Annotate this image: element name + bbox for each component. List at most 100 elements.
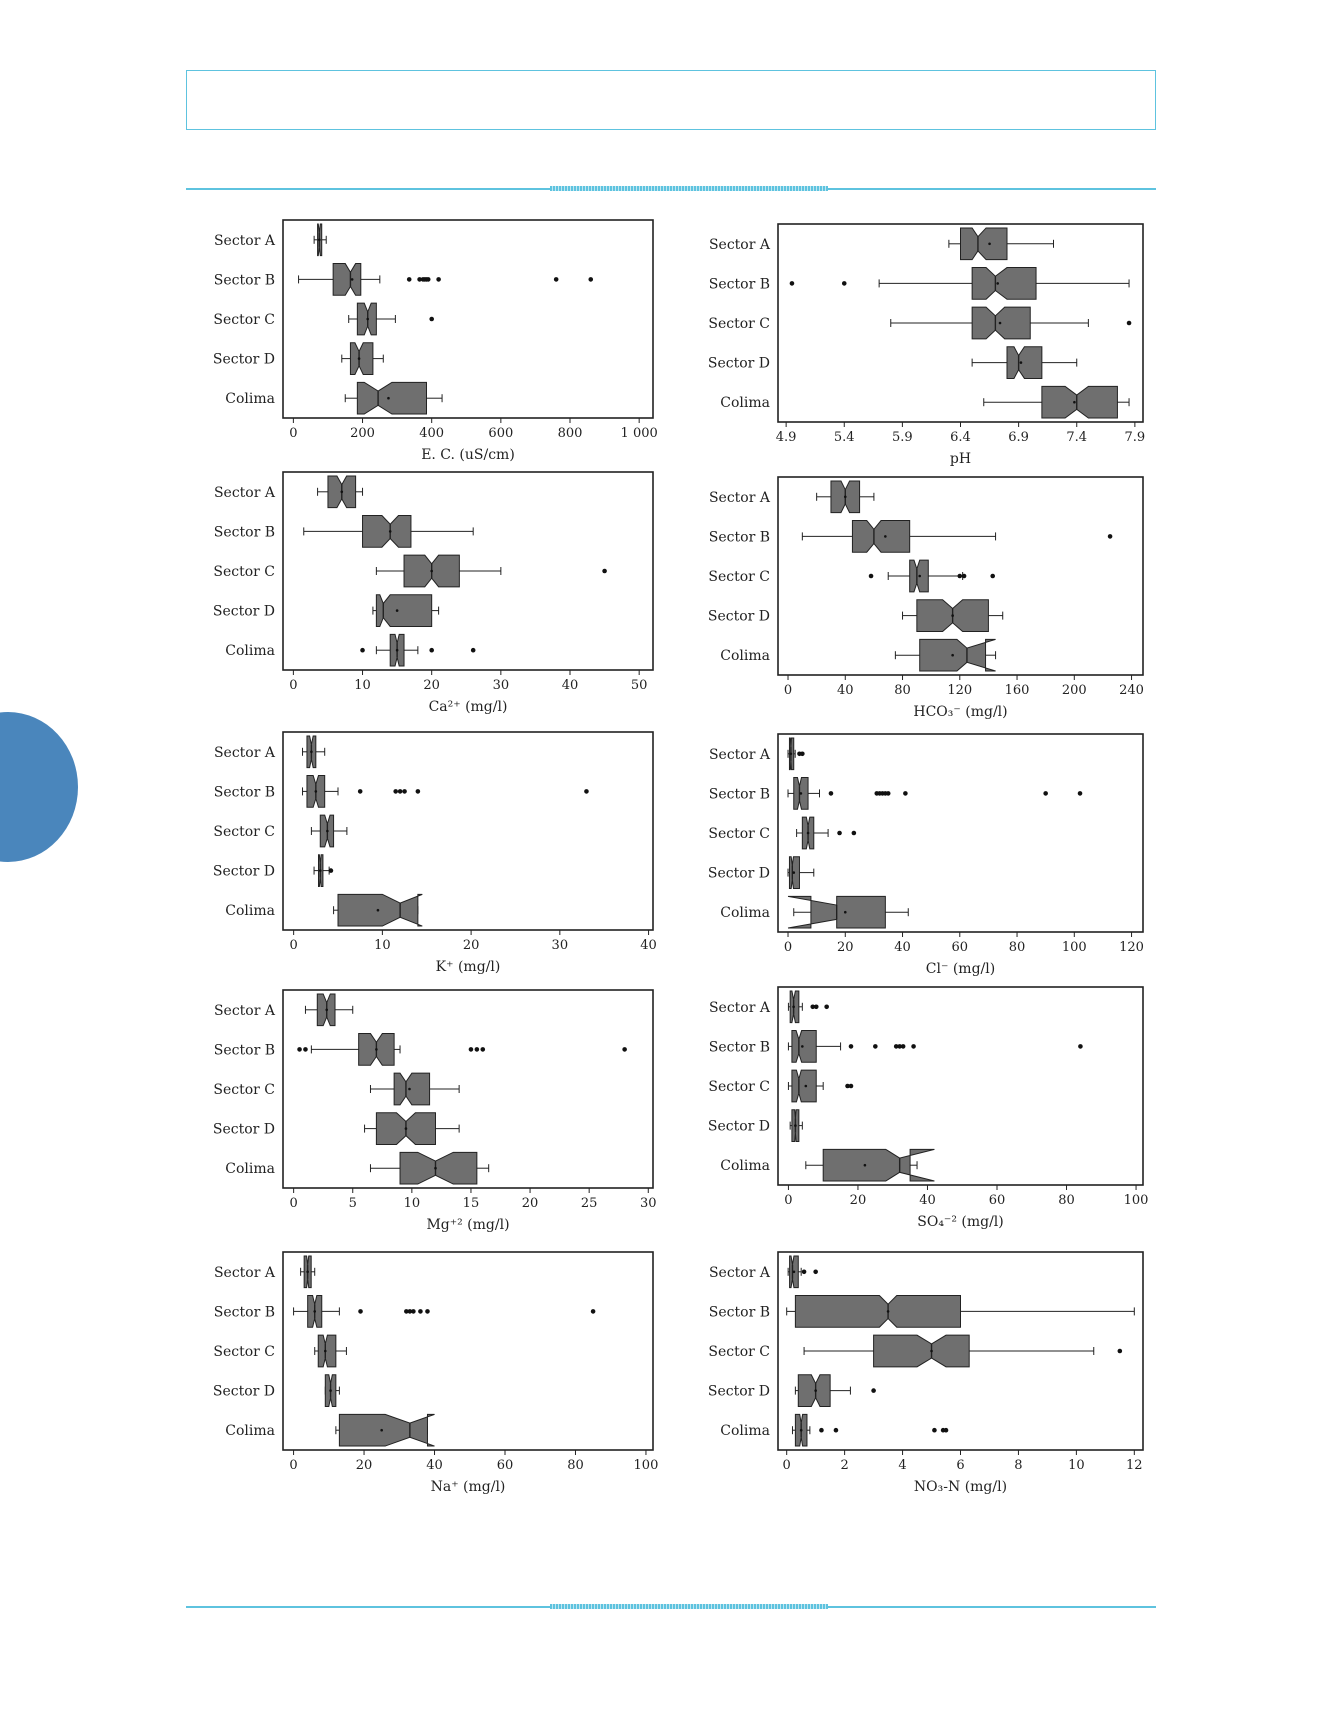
chart1-xtick-label: 6.9 <box>1008 430 1029 445</box>
chart4-xtick-label: 20 <box>463 938 480 953</box>
mean-marker <box>886 1310 890 1313</box>
chart6-category-label: Sector A <box>214 1003 276 1019</box>
outlier-point <box>841 281 847 286</box>
notched-box <box>399 1151 478 1185</box>
chart2-xtick-label: 20 <box>423 678 440 693</box>
chart0-xtick-label: 600 <box>488 426 513 441</box>
chart2-xtick-label: 30 <box>493 678 510 693</box>
outlier-point <box>429 647 434 653</box>
chart4-plot-frame <box>282 731 654 931</box>
notched-box <box>873 1334 970 1368</box>
chart5-category-label: Sector D <box>708 866 770 882</box>
outlier-point <box>848 1083 854 1089</box>
chart3-box-sector-c <box>868 559 996 593</box>
mean-marker <box>350 278 354 281</box>
outlier-point <box>303 1047 308 1052</box>
chart0-category-label: Colima <box>225 391 275 407</box>
mean-marker <box>863 1163 867 1167</box>
mean-marker <box>951 614 954 617</box>
mean-marker <box>388 530 392 533</box>
chart3-category-label: Colima <box>720 648 770 664</box>
outlier-point <box>957 573 963 579</box>
chart9-box-sector-d <box>794 1374 876 1407</box>
notched-box <box>362 515 412 548</box>
chart5-xtick-label: 100 <box>1062 940 1087 955</box>
outlier-point <box>800 751 805 757</box>
chart-ph: 4.9 5.4 5.9 6.4 6.9 7.4 7.9 pH Sector A Sector B S… <box>708 223 1145 467</box>
notched-box <box>971 267 1037 300</box>
outlier-point <box>425 1309 430 1314</box>
chart5-xtick-label: 120 <box>1119 940 1144 955</box>
chart9-xtick-label: 8 <box>1014 1458 1022 1473</box>
mean-marker <box>951 653 954 657</box>
chart7-xtick-label: 20 <box>850 1193 867 1208</box>
chart6-xtick-label: 20 <box>522 1196 539 1211</box>
chart3-xlabel: HCO₃⁻ (mg/l) <box>913 704 1007 720</box>
mean-marker <box>843 910 847 914</box>
chart4-xtick-label: 10 <box>374 938 391 953</box>
outlier-point <box>961 573 967 579</box>
chart0-box-sector-d <box>341 342 384 375</box>
outlier-point <box>360 647 365 653</box>
chart5-xlabel: Cl⁻ (mg/l) <box>926 961 995 977</box>
chart9-box-sector-b <box>786 1295 1135 1328</box>
chart5-box-sector-c <box>796 816 857 850</box>
chart-hco3: 0 40 80 120 160 200 240 HCO₃⁻ (mg/l) Sector A Sec… <box>708 476 1144 720</box>
notched-box <box>919 638 996 672</box>
chart0-xtick-label: 400 <box>419 426 444 441</box>
chart8-category-label: Colima <box>225 1423 275 1439</box>
chart6-category-label: Sector C <box>213 1082 275 1098</box>
mean-marker <box>376 908 380 912</box>
outlier-point <box>1043 791 1048 796</box>
notched-box <box>338 1413 435 1447</box>
chart9-box-sector-c <box>803 1334 1123 1368</box>
chart7-xlabel: SO₄⁻² (mg/l) <box>917 1214 1004 1230</box>
mean-marker <box>375 1048 378 1051</box>
chart8-plot-frame <box>282 1251 654 1451</box>
chart9-xtick-label: 10 <box>1068 1458 1085 1473</box>
chart8-box-sector-b <box>293 1295 596 1328</box>
chart2-category-label: Sector C <box>213 564 275 580</box>
chart5-xtick-label: 40 <box>894 940 911 955</box>
chart8-xtick-label: 80 <box>567 1458 584 1473</box>
chart7-xtick-label: 0 <box>784 1193 792 1208</box>
chart8-category-label: Sector D <box>213 1384 275 1400</box>
chart6-xtick-label: 30 <box>640 1196 657 1211</box>
outlier-point <box>824 1004 829 1010</box>
chart2-category-label: Colima <box>225 643 275 659</box>
mean-marker <box>329 1389 332 1392</box>
outlier-point <box>417 277 422 282</box>
chart1-box-sector-a <box>948 227 1054 261</box>
chart0-box-sector-b <box>298 263 594 296</box>
outlier-point <box>871 1388 876 1393</box>
mean-marker <box>380 1428 383 1432</box>
chart3-xtick-label: 80 <box>894 683 911 698</box>
mean-marker <box>792 871 796 874</box>
chart3-xtick-label: 160 <box>1005 683 1030 698</box>
chart4-category-label: Sector B <box>214 784 275 800</box>
chart1-box-sector-b <box>789 267 1130 300</box>
chart2-xtick-label: 10 <box>354 678 371 693</box>
chart8-box-sector-d <box>324 1374 340 1407</box>
mean-marker <box>884 535 887 538</box>
side-tab <box>0 712 78 862</box>
chart2-xlabel: Ca²⁺ (mg/l) <box>429 699 508 715</box>
outlier-point <box>828 791 834 796</box>
chart8-xtick-label: 0 <box>289 1458 297 1473</box>
outlier-point <box>813 1004 819 1010</box>
chart6-xtick-label: 25 <box>581 1196 598 1211</box>
mean-marker <box>930 1349 933 1353</box>
outlier-point <box>357 789 363 794</box>
outlier-point <box>411 1309 416 1314</box>
chart3-xtick-label: 120 <box>947 683 972 698</box>
notched-box <box>317 1334 337 1368</box>
mean-marker <box>814 1389 817 1392</box>
outlier-point <box>425 277 431 282</box>
chart6-box-sector-b <box>297 1033 627 1066</box>
chart8-category-label: Sector A <box>214 1265 276 1281</box>
chart0-category-label: Sector A <box>214 233 276 249</box>
chart4-category-label: Sector A <box>214 745 276 761</box>
chart6-xlabel: Mg⁺² (mg/l) <box>426 1217 509 1233</box>
mean-marker <box>310 750 313 754</box>
mean-marker <box>318 869 322 872</box>
